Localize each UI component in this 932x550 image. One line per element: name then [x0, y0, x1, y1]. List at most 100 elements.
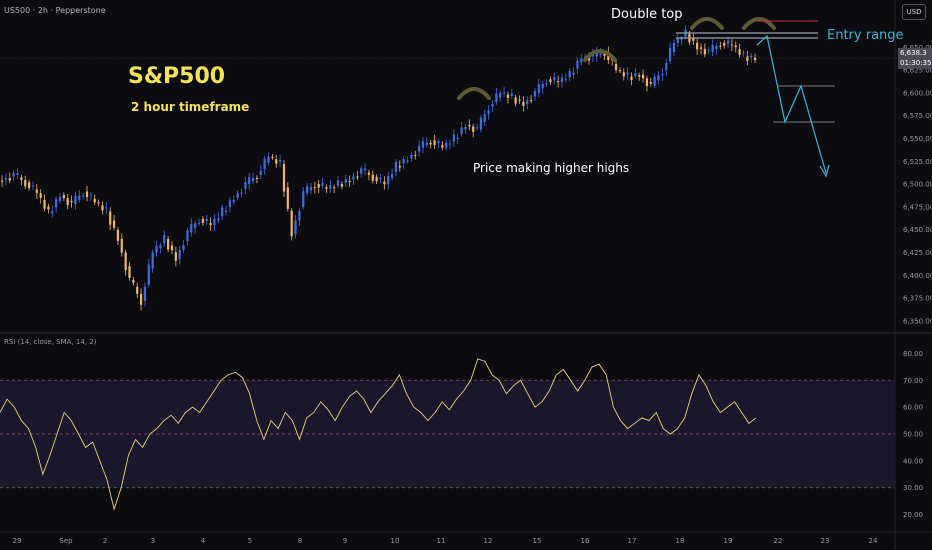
candle-body — [190, 223, 193, 233]
candle-body — [116, 229, 120, 241]
top-arc-3 — [690, 17, 724, 30]
candle-body — [139, 293, 143, 305]
candle-body — [437, 141, 440, 143]
double-top-annotation: Double top — [611, 7, 683, 22]
candle-body — [456, 137, 459, 139]
candle-body — [441, 145, 444, 148]
time-tick-label: 8 — [298, 537, 302, 545]
time-tick-label: Sep — [59, 537, 73, 545]
candle-body — [89, 194, 92, 196]
candle-body — [730, 44, 733, 46]
candle-body — [657, 75, 660, 81]
candle-body — [151, 252, 154, 269]
candle-body — [194, 223, 197, 228]
chart-annotation-title: S&P500 — [128, 64, 226, 89]
currency-button[interactable]: USD — [902, 4, 926, 20]
candle-body — [352, 176, 355, 180]
top-arc-2 — [583, 49, 617, 62]
candle-body — [360, 168, 363, 174]
candle-body — [302, 191, 305, 207]
candle-body — [641, 74, 645, 79]
candle-body — [186, 230, 189, 242]
candle-body — [723, 42, 726, 46]
candle-body — [483, 114, 486, 122]
candle-body — [363, 168, 367, 171]
candle-body — [753, 57, 757, 61]
candle-body — [367, 172, 371, 175]
candle-body — [70, 201, 73, 203]
candle-body — [147, 264, 150, 285]
rsi-tick-label: 70.00 — [903, 377, 923, 385]
candle-body — [240, 192, 243, 194]
candle-body — [665, 63, 668, 71]
candle-body — [379, 177, 382, 180]
candle-body — [406, 160, 409, 162]
time-tick-label: 10 — [391, 537, 400, 545]
candle-body — [182, 245, 185, 251]
candle-body — [707, 49, 710, 51]
candle-body — [217, 218, 220, 221]
candle-body — [560, 77, 564, 82]
candle-body — [669, 47, 672, 62]
candle-body — [290, 210, 293, 237]
candle-body — [375, 176, 378, 182]
candle-body — [271, 156, 274, 158]
candle-body — [209, 223, 212, 226]
candle-body — [221, 207, 224, 217]
candle-body — [66, 198, 69, 206]
candle-body — [514, 97, 517, 104]
price-tick-label: 6,600.00 — [903, 89, 932, 97]
candle-body — [51, 211, 54, 214]
projection-arrowhead — [819, 164, 830, 178]
candle-body — [530, 100, 533, 102]
candle-body — [109, 211, 112, 225]
candle-body — [703, 48, 706, 55]
candle-body — [445, 142, 448, 148]
candle-body — [24, 179, 27, 187]
candle-body — [228, 200, 231, 207]
candle-body — [518, 99, 521, 101]
time-tick-label: 3 — [151, 537, 155, 545]
candle-body — [317, 184, 320, 188]
candle-body — [533, 90, 537, 97]
rsi-tick-label: 60.00 — [903, 404, 923, 412]
time-tick-label: 22 — [774, 537, 783, 545]
rsi-tick-label: 80.00 — [903, 350, 923, 358]
candle-body — [545, 83, 548, 85]
candle-body — [383, 181, 386, 185]
candle-body — [74, 195, 77, 205]
candle-body — [576, 60, 579, 69]
candle-body — [715, 45, 718, 49]
candle-body — [197, 222, 201, 224]
candle-body — [20, 177, 23, 180]
candle-body — [279, 160, 282, 162]
candle-body — [680, 38, 683, 40]
candle-body — [136, 286, 139, 294]
candle-body — [645, 78, 649, 87]
candle-body — [309, 187, 313, 191]
top-arc-1 — [457, 87, 491, 100]
candle-body — [62, 195, 65, 199]
candle-body — [344, 179, 347, 183]
candle-body — [329, 185, 332, 189]
candle-body — [414, 154, 417, 156]
candle-body — [387, 176, 390, 185]
candle-body — [205, 219, 208, 221]
candle-body — [746, 56, 749, 62]
price-tick-label: 6,350.00 — [903, 317, 932, 325]
candle-body — [159, 245, 162, 248]
rsi-tick-label: 30.00 — [903, 484, 923, 492]
candle-body — [676, 37, 679, 43]
candle-body — [85, 191, 89, 198]
candle-body — [750, 55, 753, 58]
candle-body — [0, 180, 4, 182]
candle-body — [120, 238, 123, 253]
candle-body — [321, 183, 324, 186]
candle-body — [236, 193, 239, 198]
time-tick-label: 24 — [869, 537, 878, 545]
price-tick-label: 6,425.00 — [903, 249, 932, 257]
candle-body — [101, 205, 104, 211]
candle-body — [174, 252, 177, 261]
candle-body — [553, 77, 556, 81]
